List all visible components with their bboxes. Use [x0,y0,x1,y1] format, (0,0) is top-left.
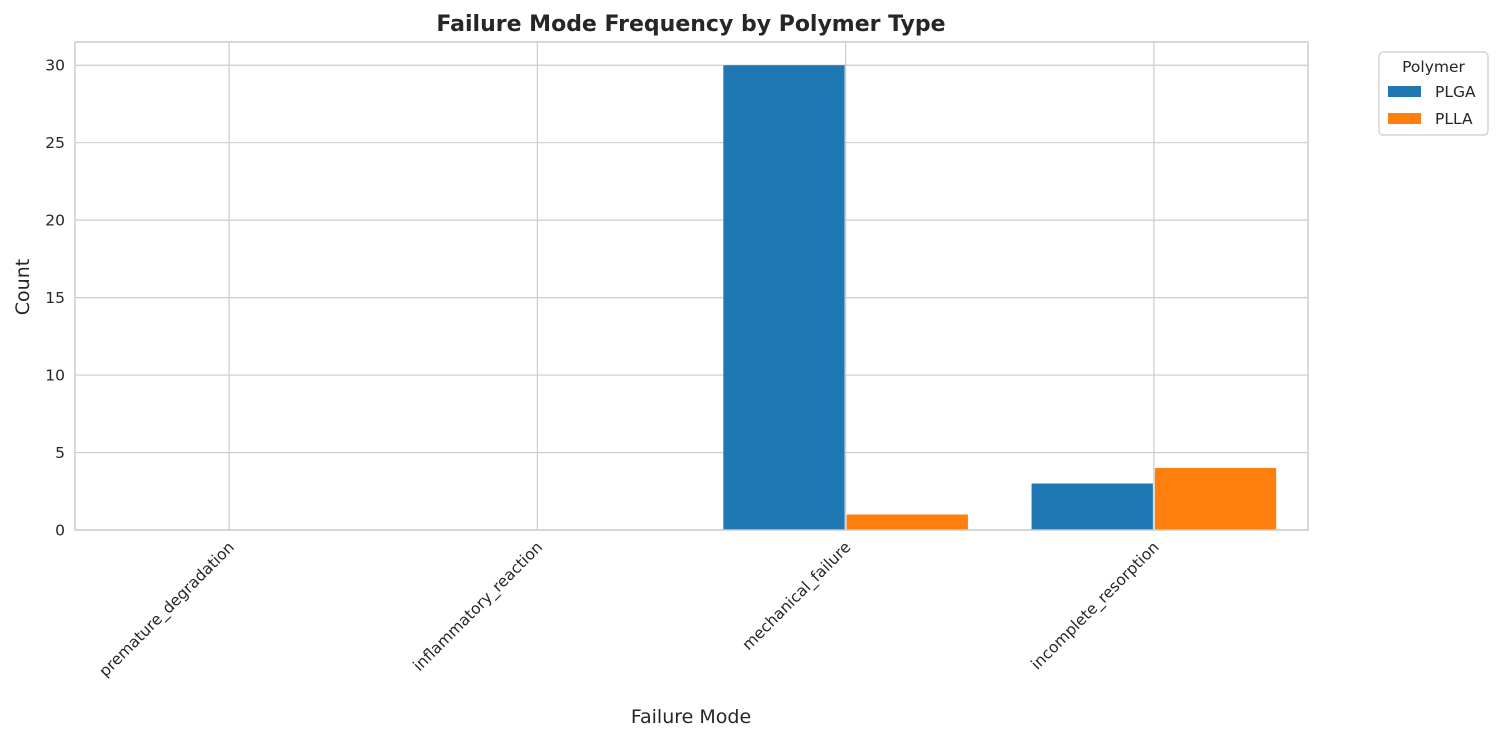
bar-plla [1154,468,1277,530]
y-tick-label: 15 [45,289,65,307]
x-tick-label: inflammatory_reaction [410,538,547,675]
y-tick-label: 0 [55,522,65,540]
plot-border [74,41,1309,531]
legend: Polymer PLGA PLLA [1378,51,1489,136]
y-tick-label: 30 [45,57,65,75]
legend-swatch-plla [1388,113,1421,124]
legend-title: Polymer [1402,58,1465,76]
x-tick-label: premature_degradation [96,538,239,681]
x-tick-label: incomplete_resorption [1027,538,1163,674]
y-tick-label: 25 [45,134,65,152]
bar-plga [1031,483,1153,530]
plot-background [75,42,1308,530]
y-tick-label: 20 [45,212,65,230]
chart-title: Failure Mode Frequency by Polymer Type [436,12,945,37]
y-axis-label: Count [12,259,34,315]
y-tick-label: 5 [55,444,65,462]
plot-area: 0 5 10 15 20 25 30 premature_degradation inflamm… [45,41,1309,681]
legend-swatch-plga [1388,86,1421,97]
legend-label-plga: PLGA [1435,83,1476,101]
bar-plga [723,65,845,530]
y-tick-label: 10 [45,367,65,385]
x-tick-label: mechanical_failure [739,538,855,654]
x-axis-label: Failure Mode [631,706,751,728]
legend-label-plla: PLLA [1435,110,1473,128]
bar-plla [846,514,968,530]
